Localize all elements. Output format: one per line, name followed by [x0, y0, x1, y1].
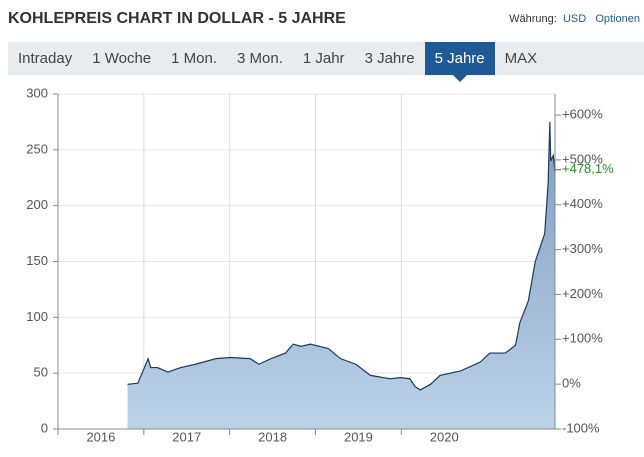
x-tick-label: 2016 [86, 429, 115, 444]
x-tick-label: 2018 [258, 429, 287, 444]
y-tick-label: 100 [26, 309, 48, 324]
chart: 0 50 100 150 200 250 300 2016 2017 2018 2019 2020 +6… [26, 85, 614, 444]
y-tick-label: 50 [34, 365, 48, 380]
y-tick-label: 150 [26, 253, 48, 268]
area [127, 121, 555, 429]
tab[interactable]: Intraday [18, 50, 73, 67]
y-tick-label: 0 [41, 420, 48, 435]
currency-bar: Währung: USD Optionen [509, 13, 640, 25]
tab[interactable]: MAX [504, 50, 538, 67]
currency-label: Währung: [509, 13, 557, 25]
y-tick-label: 250 [26, 141, 48, 156]
y2-tick-label: +100% [562, 331, 603, 346]
tab[interactable]: 1 Jahr [302, 50, 345, 67]
x-tick-label: 2020 [430, 429, 459, 444]
x-tick-label: 2019 [344, 429, 373, 444]
tab[interactable]: 3 Jahre [364, 50, 415, 67]
y2-tick-label: +400% [562, 196, 603, 211]
y-tick-label: 300 [26, 85, 48, 100]
y-tick-label: 200 [26, 197, 48, 212]
options[interactable]: Optionen [595, 13, 640, 25]
y2-tick-label: +600% [562, 107, 603, 122]
y2-tick-label: +500% [562, 151, 603, 166]
tab[interactable]: 1 Woche [92, 50, 152, 67]
x-tick-label: 2017 [172, 429, 201, 444]
y2-tick-label: 0% [562, 376, 581, 391]
tab[interactable]: 5 Jahre [424, 42, 495, 82]
tab[interactable]: 3 Mon. [237, 50, 283, 67]
y2-tick-label: -100% [562, 420, 600, 435]
annotation: +478,1% [562, 161, 614, 176]
tabs: Intraday 1 Woche 1 Mon. 3 Mon. 1 Jahr 3 Jahre… [8, 42, 644, 82]
title: KOHLEPREIS CHART IN DOLLAR - 5 JAHRE [8, 10, 346, 27]
line [127, 121, 556, 391]
currency[interactable]: USD [562, 13, 587, 25]
y2-tick-label: +300% [562, 241, 603, 256]
y2-tick-label: +200% [562, 286, 603, 301]
tab[interactable]: 1 Mon. [171, 50, 217, 67]
